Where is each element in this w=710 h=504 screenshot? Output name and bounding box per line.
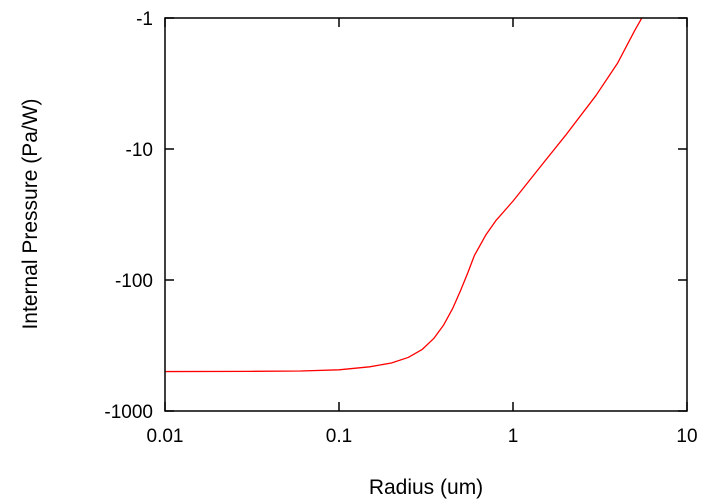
y-tick-label: -1: [136, 9, 153, 30]
y-axis-label: Internal Pressure (Pa/W): [19, 98, 42, 329]
y-tick-label: -1000: [104, 402, 153, 423]
x-tick-label: 1: [508, 426, 519, 447]
y-tick-label: -100: [115, 271, 153, 292]
x-tick-label: 0.1: [326, 426, 352, 447]
series-line: [164, 17, 643, 373]
x-axis-label: Radius (um): [369, 476, 483, 499]
x-tick-label: 0.01: [147, 426, 184, 447]
y-tick-label: -10: [126, 140, 153, 161]
x-tick-label: 10: [676, 426, 697, 447]
plot-frame: [164, 17, 688, 412]
